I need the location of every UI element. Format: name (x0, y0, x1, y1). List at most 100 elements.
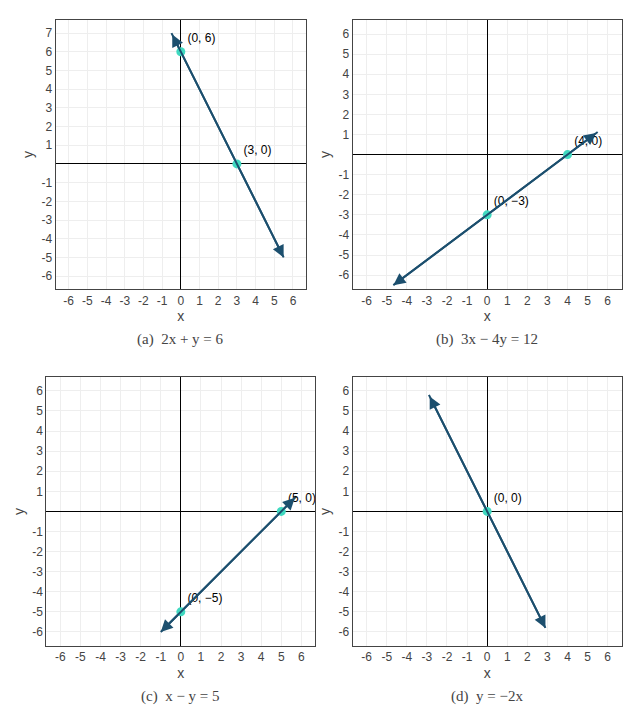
svg-text:(0, −3): (0, −3) (494, 194, 529, 208)
svg-text:-1: -1 (339, 525, 350, 539)
svg-text:(c) x − y = 5: (c) x − y = 5 (141, 688, 220, 705)
svg-text:(0, 0): (0, 0) (494, 491, 522, 505)
svg-text:-4: -4 (32, 585, 43, 599)
svg-text:-1: -1 (462, 294, 473, 308)
svg-text:-6: -6 (361, 294, 372, 308)
svg-text:-5: -5 (381, 650, 392, 664)
svg-text:-1: -1 (42, 176, 53, 190)
svg-text:2: 2 (524, 294, 531, 308)
svg-text:1: 1 (45, 138, 52, 152)
svg-text:(5, 0): (5, 0) (288, 491, 316, 505)
svg-text:5: 5 (278, 650, 285, 664)
svg-text:-1: -1 (157, 294, 168, 308)
svg-text:4: 4 (342, 67, 349, 81)
svg-text:-3: -3 (32, 565, 43, 579)
svg-text:-1: -1 (155, 650, 166, 664)
svg-text:6: 6 (604, 650, 611, 664)
svg-text:3: 3 (45, 101, 52, 115)
svg-text:-3: -3 (422, 294, 433, 308)
svg-text:-6: -6 (361, 650, 372, 664)
svg-text:1: 1 (198, 650, 205, 664)
svg-text:-4: -4 (401, 650, 412, 664)
svg-text:-5: -5 (381, 294, 392, 308)
svg-text:-3: -3 (119, 294, 130, 308)
svg-text:1: 1 (504, 294, 511, 308)
svg-text:x: x (177, 665, 184, 681)
svg-text:2: 2 (36, 464, 43, 478)
svg-text:-3: -3 (115, 650, 126, 664)
svg-text:4: 4 (45, 82, 52, 96)
svg-text:-5: -5 (75, 650, 86, 664)
svg-text:(0, −5): (0, −5) (187, 591, 222, 605)
svg-text:4: 4 (564, 650, 571, 664)
svg-text:3: 3 (544, 650, 551, 664)
svg-text:-3: -3 (42, 213, 53, 227)
svg-text:-2: -2 (339, 545, 350, 559)
svg-text:-1: -1 (32, 525, 43, 539)
svg-text:-4: -4 (42, 232, 53, 246)
svg-text:6: 6 (342, 384, 349, 398)
svg-text:-1: -1 (339, 168, 350, 182)
svg-text:4: 4 (36, 424, 43, 438)
svg-text:-2: -2 (138, 294, 149, 308)
svg-text:0: 0 (177, 294, 184, 308)
svg-text:2: 2 (215, 294, 222, 308)
svg-text:2: 2 (45, 120, 52, 134)
svg-text:-4: -4 (101, 294, 112, 308)
svg-text:y: y (317, 151, 333, 158)
svg-text:-6: -6 (32, 625, 43, 639)
svg-text:5: 5 (342, 47, 349, 61)
svg-text:3: 3 (342, 88, 349, 102)
svg-text:1: 1 (504, 650, 511, 664)
svg-text:5: 5 (584, 294, 591, 308)
svg-text:-2: -2 (135, 650, 146, 664)
svg-text:-4: -4 (339, 228, 350, 242)
svg-text:-3: -3 (422, 650, 433, 664)
svg-text:0: 0 (484, 294, 491, 308)
svg-text:2: 2 (342, 464, 349, 478)
svg-text:3: 3 (342, 444, 349, 458)
svg-text:-3: -3 (339, 208, 350, 222)
svg-text:4: 4 (252, 294, 259, 308)
svg-text:y: y (11, 508, 27, 515)
svg-text:3: 3 (238, 650, 245, 664)
svg-text:0: 0 (484, 650, 491, 664)
svg-text:6: 6 (604, 294, 611, 308)
svg-text:3: 3 (544, 294, 551, 308)
svg-text:-6: -6 (339, 625, 350, 639)
svg-text:-2: -2 (42, 195, 53, 209)
svg-text:-3: -3 (339, 565, 350, 579)
svg-text:5: 5 (45, 64, 52, 78)
svg-text:-5: -5 (339, 248, 350, 262)
svg-text:(4, 0): (4, 0) (574, 134, 602, 148)
svg-text:-6: -6 (63, 294, 74, 308)
svg-text:-2: -2 (32, 545, 43, 559)
svg-text:3: 3 (234, 294, 241, 308)
svg-text:-4: -4 (339, 585, 350, 599)
svg-text:6: 6 (290, 294, 297, 308)
svg-text:3: 3 (36, 444, 43, 458)
svg-text:4: 4 (564, 294, 571, 308)
svg-text:5: 5 (342, 404, 349, 418)
svg-text:-2: -2 (442, 294, 453, 308)
svg-text:-5: -5 (32, 605, 43, 619)
svg-text:(b) 3x − 4y = 12: (b) 3x − 4y = 12 (436, 331, 538, 348)
svg-text:-4: -4 (401, 294, 412, 308)
svg-text:2: 2 (342, 108, 349, 122)
svg-text:2: 2 (524, 650, 531, 664)
svg-text:-5: -5 (82, 294, 93, 308)
svg-text:(d) y = −2x: (d) y = −2x (451, 688, 523, 705)
svg-text:5: 5 (584, 650, 591, 664)
svg-text:y: y (317, 508, 333, 515)
svg-text:-6: -6 (42, 269, 53, 283)
svg-text:-1: -1 (462, 650, 473, 664)
svg-text:6: 6 (342, 27, 349, 41)
svg-text:-6: -6 (55, 650, 66, 664)
svg-text:-2: -2 (442, 650, 453, 664)
svg-text:2: 2 (218, 650, 225, 664)
svg-text:-6: -6 (339, 268, 350, 282)
svg-text:1: 1 (196, 294, 203, 308)
svg-text:x: x (484, 308, 491, 324)
svg-text:0: 0 (177, 650, 184, 664)
svg-text:5: 5 (271, 294, 278, 308)
